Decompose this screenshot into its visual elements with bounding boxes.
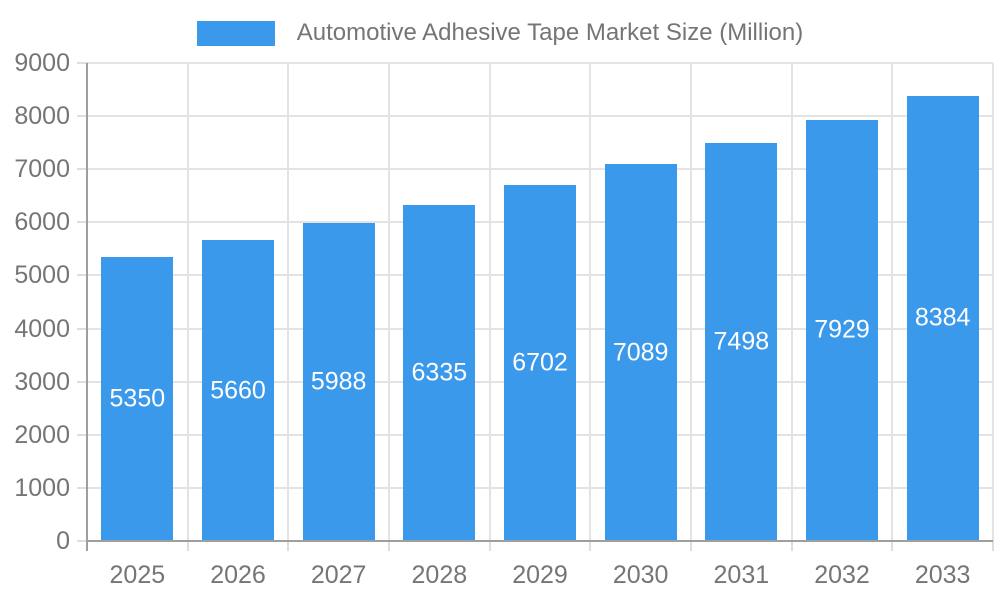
x-axis-tick (287, 541, 290, 551)
y-axis-tick-label: 8000 (14, 102, 70, 131)
x-axis-line (87, 540, 993, 542)
y-axis-tick-label: 1000 (14, 473, 70, 502)
bar-value-label: 7498 (713, 327, 770, 356)
x-axis-tick-label: 2032 (814, 561, 870, 589)
x-axis-tick (388, 541, 390, 551)
y-gridline (87, 62, 993, 64)
x-axis-tick (589, 541, 592, 551)
y-axis-tick-label: 6000 (14, 208, 70, 237)
x-axis-tick-label: 2033 (914, 561, 971, 589)
bar-2030 (604, 164, 677, 541)
x-axis-tick (488, 541, 491, 551)
x-axis-tick (992, 541, 994, 551)
y-axis-tick (77, 168, 87, 171)
y-axis-tick (77, 274, 87, 277)
y-axis-tick-label: 4000 (14, 314, 70, 343)
x-axis-tick-label: 2031 (713, 561, 770, 589)
bar-value-label: 6702 (512, 348, 568, 377)
y-axis-tick-label: 2000 (14, 420, 70, 449)
y-axis-tick (77, 380, 87, 383)
bar-2032 (806, 119, 878, 541)
legend-swatch-icon (196, 20, 275, 46)
x-axis-tick-label: 2028 (411, 561, 468, 589)
y-axis-tick-label: 0 (56, 527, 70, 555)
y-gridline (87, 115, 993, 118)
y-axis-tick-label: 9000 (14, 49, 70, 77)
legend-item[interactable]: Automotive Adhesive Tape Market Size (Mi… (0, 14, 1000, 52)
x-axis-tick-label: 2026 (210, 561, 266, 589)
y-axis-tick-label: 5000 (14, 261, 70, 290)
x-gridline (992, 63, 994, 541)
y-axis-tick (77, 115, 87, 118)
legend-label: Automotive Adhesive Tape Market Size (Mi… (296, 19, 804, 46)
bar-2033 (906, 95, 979, 541)
x-gridline (690, 63, 692, 541)
x-axis-tick (690, 541, 692, 551)
y-axis-line (86, 63, 88, 551)
x-gridline (790, 63, 793, 541)
bar-value-label: 7929 (814, 315, 870, 344)
bar-2028 (403, 204, 476, 541)
x-axis-tick (186, 541, 189, 551)
bar-value-label: 5350 (109, 384, 166, 413)
x-gridline (488, 63, 491, 541)
y-axis-tick-label: 3000 (14, 367, 70, 396)
x-axis-tick-label: 2030 (612, 561, 669, 589)
x-axis-tick-label: 2027 (310, 561, 367, 589)
y-axis-tick (77, 540, 87, 542)
y-axis-tick-label: 7000 (14, 155, 70, 184)
bar-2025 (101, 256, 174, 541)
x-gridline (388, 63, 390, 541)
y-axis-tick (77, 221, 87, 224)
bar-2029 (504, 185, 576, 541)
bar-2026 (202, 240, 274, 541)
y-axis-tick (77, 486, 87, 489)
bar-value-label: 8384 (914, 303, 971, 332)
x-gridline (287, 63, 290, 541)
bar-2027 (302, 222, 375, 541)
y-axis-tick (77, 62, 87, 64)
x-axis-tick (790, 541, 793, 551)
bar-value-label: 5988 (310, 367, 367, 396)
bar-value-label: 6335 (411, 358, 468, 387)
bar-value-label: 5660 (210, 376, 266, 405)
y-axis-tick (77, 433, 87, 436)
x-gridline (589, 63, 592, 541)
x-axis-tick-label: 2029 (512, 561, 568, 589)
x-axis-tick-label: 2025 (109, 561, 166, 589)
y-axis-tick (77, 327, 87, 330)
y-gridline (87, 168, 993, 171)
x-gridline (186, 63, 189, 541)
x-axis-tick (891, 541, 894, 551)
x-gridline (891, 63, 894, 541)
bar-value-label: 7089 (612, 338, 669, 367)
bar-2031 (705, 142, 778, 541)
